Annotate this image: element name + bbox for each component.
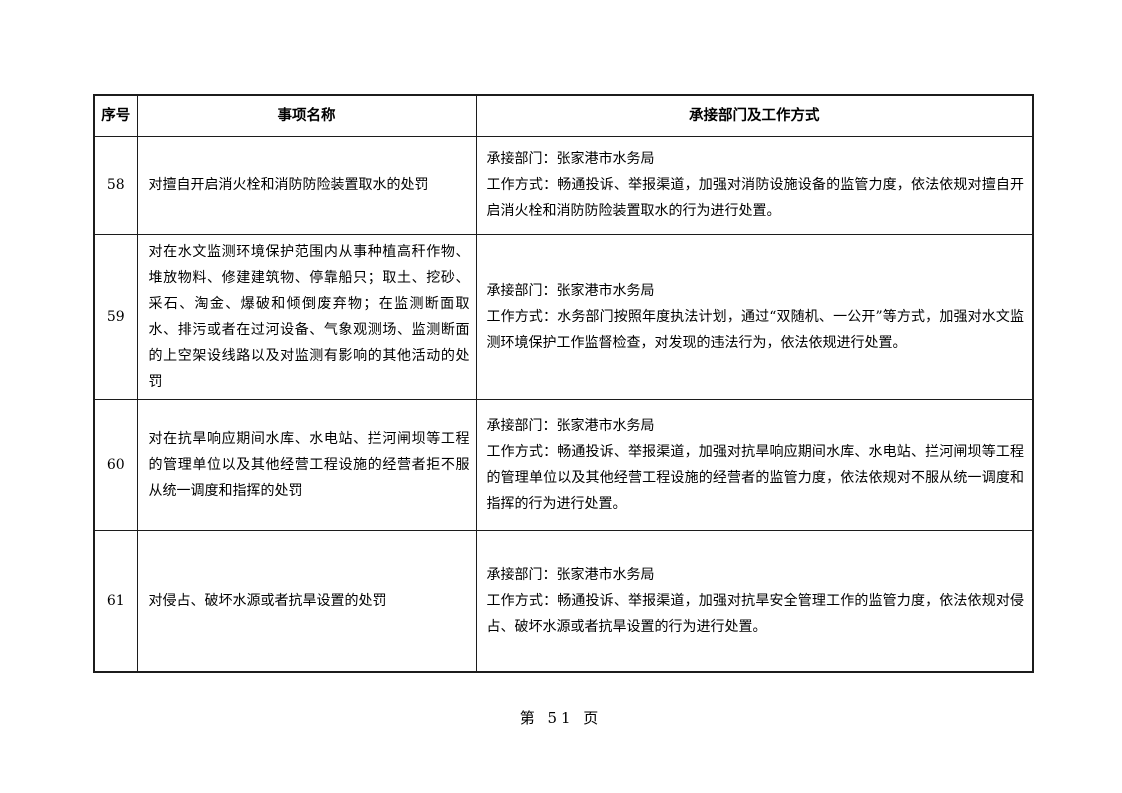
method-line: 工作方式：畅通投诉、举报渠道，加强对抗旱响应期间水库、水电站、拦河闸坝等工程的管…: [486, 443, 1025, 512]
row-number-cell: 59: [93, 233, 138, 400]
department-line: 承接部门：张家港市水务局: [486, 282, 655, 299]
method-line: 工作方式：畅通投诉、举报渠道，加强对消防设施设备的监管力度，依法依规对擅自开启消…: [486, 177, 1025, 219]
items-table: 序号 事项名称 承接部门及工作方式 58 对擅自开启消火栓和消防防险装置取水的处…: [93, 94, 1034, 673]
col-header-number: 序号: [93, 94, 138, 137]
department-method-cell: 承接部门：张家港市水务局 工作方式：水务部门按照年度执法计划，通过“双随机、一公…: [475, 233, 1034, 400]
table-row: 59 对在水文监测环境保护范围内从事种植高秆作物、堆放物料、修建建筑物、停靠船只…: [93, 233, 1034, 400]
item-name-cell: 对在抗旱响应期间水库、水电站、拦河闸坝等工程的管理单位以及其他经营工程设施的经营…: [136, 398, 477, 531]
method-line: 工作方式：水务部门按照年度执法计划，通过“双随机、一公开”等方式，加强对水文监测…: [486, 308, 1025, 351]
table-row: 58 对擅自开启消火栓和消防防险装置取水的处罚 承接部门：张家港市水务局 工作方…: [93, 135, 1034, 235]
department-line: 承接部门：张家港市水务局: [486, 566, 655, 583]
method-line: 工作方式：畅通投诉、举报渠道，加强对抗旱安全管理工作的监管力度，依法依规对侵占、…: [486, 592, 1025, 635]
item-name-cell: 对在水文监测环境保护范围内从事种植高秆作物、堆放物料、修建建筑物、停靠船只；取土…: [136, 233, 477, 400]
table-row: 61 对侵占、破坏水源或者抗旱设置的处罚 承接部门：张家港市水务局 工作方式：畅…: [93, 529, 1034, 673]
row-number-cell: 61: [93, 529, 138, 673]
col-header-department-method: 承接部门及工作方式: [475, 94, 1034, 137]
department-method-cell: 承接部门：张家港市水务局 工作方式：畅通投诉、举报渠道，加强对抗旱安全管理工作的…: [475, 529, 1034, 673]
item-name-cell: 对侵占、破坏水源或者抗旱设置的处罚: [136, 529, 477, 673]
row-number-cell: 60: [93, 398, 138, 531]
row-number-cell: 58: [93, 135, 138, 235]
page-number: 第 51 页: [519, 709, 603, 727]
department-line: 承接部门：张家港市水务局: [486, 151, 655, 167]
item-name-cell: 对擅自开启消火栓和消防防险装置取水的处罚: [136, 135, 477, 235]
table-row: 60 对在抗旱响应期间水库、水电站、拦河闸坝等工程的管理单位以及其他经营工程设施…: [93, 398, 1034, 531]
department-method-cell: 承接部门：张家港市水务局 工作方式：畅通投诉、举报渠道，加强对抗旱响应期间水库、…: [475, 398, 1034, 531]
table-header-row: 序号 事项名称 承接部门及工作方式: [93, 94, 1034, 137]
department-method-cell: 承接部门：张家港市水务局 工作方式：畅通投诉、举报渠道，加强对消防设施设备的监管…: [475, 135, 1034, 235]
col-header-item-name: 事项名称: [136, 94, 477, 137]
department-line: 承接部门：张家港市水务局: [486, 417, 655, 434]
